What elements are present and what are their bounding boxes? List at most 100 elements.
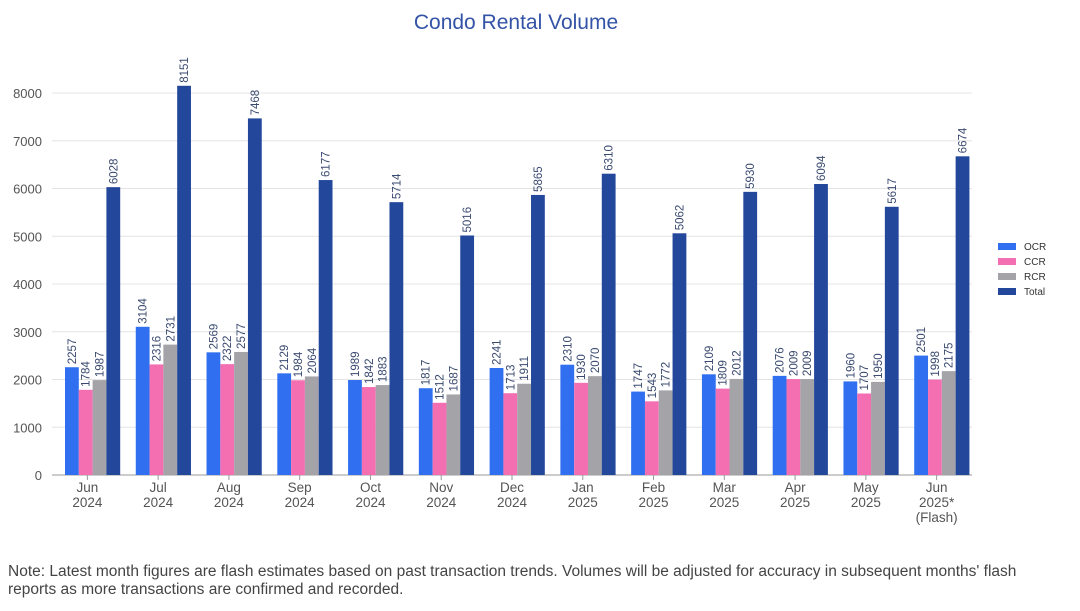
data-label: 5062 <box>674 205 686 231</box>
data-label: 2009 <box>788 350 800 376</box>
data-label: 2577 <box>236 323 248 349</box>
y-tick-label: 4000 <box>13 277 42 292</box>
data-label: 2175 <box>944 343 956 369</box>
data-label: 2731 <box>165 316 177 342</box>
data-label: 1960 <box>845 353 857 379</box>
data-label: 1930 <box>576 354 588 380</box>
bar-total <box>318 180 333 475</box>
data-label: 5865 <box>533 166 545 192</box>
bar-ocr <box>65 367 79 475</box>
x-tick-label: Jun <box>76 480 98 495</box>
bar-ccr <box>78 389 93 475</box>
bar-ocr <box>277 373 292 475</box>
data-label: 2316 <box>151 336 163 362</box>
bar-rcr <box>517 383 532 475</box>
bar-rcr <box>587 376 602 475</box>
bar-total <box>601 173 616 475</box>
data-label: 1713 <box>505 365 517 391</box>
x-tick-label: Jul <box>150 480 167 495</box>
x-tick-label: 2025 <box>851 495 881 510</box>
data-label: 2070 <box>590 348 602 374</box>
x-tick-label: 2024 <box>143 495 174 510</box>
bar-ocr <box>348 380 362 475</box>
bar-ocr <box>772 375 787 475</box>
bar-rcr <box>941 371 956 475</box>
bar-ccr <box>432 402 447 475</box>
data-label: 1911 <box>519 356 531 381</box>
y-tick-label: 8000 <box>13 86 42 101</box>
bar-ocr <box>135 326 150 475</box>
data-label: 1842 <box>364 358 376 384</box>
data-label: 1950 <box>873 353 885 379</box>
bar-total <box>531 194 545 476</box>
data-label: 2064 <box>307 347 319 373</box>
data-label: 2076 <box>775 347 787 373</box>
legend-swatch <box>998 273 1016 280</box>
y-tick-label: 6000 <box>13 182 42 197</box>
x-tick-label: 2025 <box>780 495 810 510</box>
data-label: 2241 <box>492 339 504 365</box>
bar-total <box>389 202 404 475</box>
legend-swatch <box>998 258 1016 265</box>
legend: OCR CCR RCR Total <box>998 242 1046 298</box>
bar-total <box>672 233 687 475</box>
x-tick-label: (Flash) <box>916 510 958 525</box>
bar-total <box>814 184 828 475</box>
legend-swatch <box>998 243 1016 250</box>
footnote: Note: Latest month figures are flash est… <box>8 563 1017 598</box>
data-label: 8151 <box>179 57 191 83</box>
grid <box>52 92 972 476</box>
x-tick-label: Mar <box>713 480 737 495</box>
data-label: 1989 <box>350 351 362 377</box>
bar-ccr <box>361 387 376 475</box>
bar-ocr <box>914 355 929 475</box>
y-axis: 0 1000 2000 3000 4000 5000 6000 7000 8000 <box>13 86 42 483</box>
bar-ccr <box>715 388 730 475</box>
data-label: 1809 <box>718 360 730 386</box>
bar-ocr <box>701 374 716 475</box>
x-tick-label: Nov <box>429 480 453 495</box>
data-label: 1772 <box>661 362 673 388</box>
x-tick-label: Jun <box>926 480 948 495</box>
bar-rcr <box>446 394 461 475</box>
bar-ccr <box>857 393 872 475</box>
x-tick-label: 2024 <box>72 495 103 510</box>
x-tick-label: Dec <box>500 480 524 495</box>
x-tick-label: Feb <box>642 480 665 495</box>
data-label: 2322 <box>222 336 234 362</box>
bar-ocr <box>560 364 575 475</box>
bar-rcr <box>375 385 390 475</box>
bar-ocr <box>489 367 504 475</box>
bar-ccr <box>928 379 942 475</box>
bars <box>65 85 970 476</box>
data-label: 6094 <box>816 155 828 181</box>
data-label: 1747 <box>633 363 645 389</box>
bar-ocr <box>631 391 645 475</box>
y-tick-label: 7000 <box>13 134 42 149</box>
bar-ocr <box>843 381 858 475</box>
bar-total <box>177 85 191 476</box>
x-tick-label: 2024 <box>355 495 386 510</box>
x-tick-label: 2024 <box>426 495 457 510</box>
x-tick-label: Aug <box>217 480 241 495</box>
chart-title: Condo Rental Volume <box>414 11 618 34</box>
data-label: 2129 <box>279 345 291 371</box>
legend-label: RCR <box>1024 272 1046 283</box>
bar-total <box>955 156 970 475</box>
x-tick-label: 2025* <box>919 495 955 510</box>
x-tick-label: 2025 <box>709 495 739 510</box>
x-tick-label: 2024 <box>214 495 245 510</box>
bar-total <box>884 206 899 475</box>
data-label: 2569 <box>208 324 220 350</box>
data-label: 1883 <box>378 356 390 382</box>
x-tick-label: May <box>853 480 879 495</box>
bar-total <box>460 235 475 475</box>
bar-ccr <box>291 380 305 475</box>
bar-rcr <box>163 344 178 475</box>
data-label: 6310 <box>604 145 616 171</box>
data-label: 2310 <box>562 336 574 362</box>
data-label: 1784 <box>81 361 93 387</box>
x-tick-label: 2024 <box>497 495 528 510</box>
